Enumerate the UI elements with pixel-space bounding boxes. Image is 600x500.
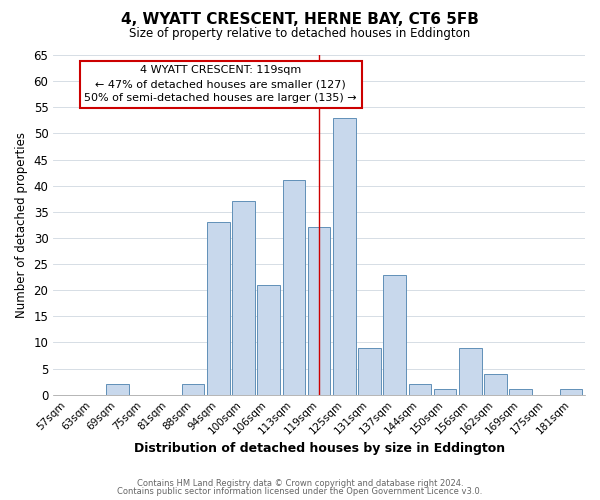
Text: 4 WYATT CRESCENT: 119sqm
← 47% of detached houses are smaller (127)
50% of semi-: 4 WYATT CRESCENT: 119sqm ← 47% of detach… — [85, 65, 357, 103]
Text: 4, WYATT CRESCENT, HERNE BAY, CT6 5FB: 4, WYATT CRESCENT, HERNE BAY, CT6 5FB — [121, 12, 479, 28]
Text: Contains HM Land Registry data © Crown copyright and database right 2024.: Contains HM Land Registry data © Crown c… — [137, 478, 463, 488]
Bar — [308, 228, 331, 394]
Bar — [484, 374, 507, 394]
Bar — [232, 202, 255, 394]
Y-axis label: Number of detached properties: Number of detached properties — [15, 132, 28, 318]
Text: Size of property relative to detached houses in Eddington: Size of property relative to detached ho… — [130, 28, 470, 40]
Bar — [434, 390, 457, 394]
Bar — [257, 285, 280, 395]
X-axis label: Distribution of detached houses by size in Eddington: Distribution of detached houses by size … — [134, 442, 505, 455]
Bar — [358, 348, 381, 395]
Bar — [383, 274, 406, 394]
Text: Contains public sector information licensed under the Open Government Licence v3: Contains public sector information licen… — [118, 487, 482, 496]
Bar — [560, 390, 583, 394]
Bar — [182, 384, 205, 394]
Bar — [207, 222, 230, 394]
Bar — [106, 384, 129, 394]
Bar — [509, 390, 532, 394]
Bar — [409, 384, 431, 394]
Bar — [333, 118, 356, 394]
Bar — [283, 180, 305, 394]
Bar — [459, 348, 482, 395]
